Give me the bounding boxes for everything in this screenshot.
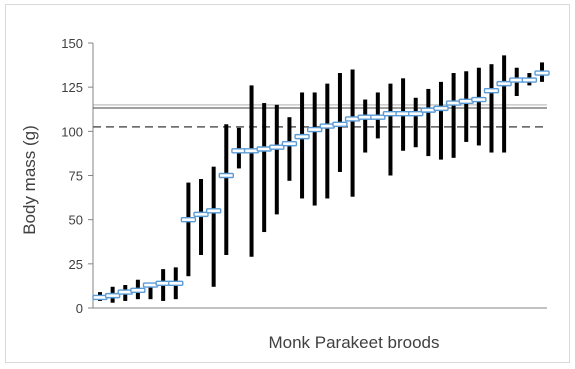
mean-marker: [306, 126, 323, 133]
y-tick-label: 125: [61, 80, 83, 95]
mean-marker: [332, 121, 348, 127]
chart: 0 25 50 75 100 125 150 Body mass (g) Monk Para…: [20, 36, 550, 352]
range-bar: [350, 69, 355, 197]
range-bar: [413, 97, 418, 148]
mean-marker: [445, 100, 462, 106]
mean-marker: [471, 96, 487, 103]
mean-marker: [420, 107, 437, 113]
range-bar: [312, 92, 317, 206]
mean-marker: [433, 105, 449, 112]
mean-marker: [496, 80, 512, 87]
range-bar: [274, 104, 279, 215]
mean-marker: [370, 114, 386, 120]
mean-marker: [281, 140, 298, 147]
mean-marker: [509, 77, 525, 83]
range-bar: [224, 124, 229, 256]
mean-marker: [231, 148, 247, 154]
range-bar: [300, 92, 305, 199]
range-bar: [249, 85, 254, 257]
y-tick-label: 100: [61, 124, 83, 139]
x-axis-label: Monk Parakeet broods: [268, 333, 439, 352]
mean-marker: [395, 110, 411, 117]
range-bar: [438, 81, 443, 160]
mean-marker: [256, 146, 272, 152]
mean-marker: [218, 172, 234, 179]
y-axis: 0 25 50 75 100 125 150: [61, 36, 547, 316]
range-bar: [262, 103, 267, 233]
mean-marker: [269, 144, 285, 150]
range-bar: [451, 73, 456, 158]
range-bar: [287, 117, 292, 181]
mean-marker: [130, 287, 146, 294]
mean-markers: [92, 70, 550, 301]
mean-marker: [205, 208, 222, 214]
mean-marker: [458, 98, 474, 105]
y-tick-label: 50: [69, 213, 83, 228]
y-tick-label: 150: [61, 36, 83, 51]
range-bar: [148, 283, 153, 300]
range-bar: [363, 99, 368, 153]
range-bar: [388, 83, 393, 176]
mean-marker: [92, 294, 108, 301]
range-bar: [325, 83, 330, 199]
mean-marker: [180, 216, 197, 223]
range-bar: [186, 182, 191, 277]
y-tick-label: 0: [76, 301, 83, 316]
mean-marker: [193, 211, 209, 218]
mean-marker: [357, 114, 373, 120]
mean-marker: [534, 70, 550, 76]
mean-marker: [344, 116, 361, 122]
range-bar: [489, 64, 494, 153]
mean-marker: [294, 133, 310, 140]
mean-marker: [243, 148, 260, 154]
chart-frame: 0 25 50 75 100 125 150 Body mass (g) Monk Para…: [5, 4, 570, 363]
y-tick-label: 75: [69, 169, 83, 184]
mean-marker: [483, 87, 500, 94]
range-bars: [98, 55, 544, 303]
y-tick-label: 25: [69, 257, 83, 272]
mean-marker: [168, 280, 184, 286]
range-bar: [426, 88, 431, 157]
mean-marker: [117, 289, 133, 295]
mean-marker: [521, 77, 538, 83]
mean-marker: [142, 282, 159, 288]
mean-marker: [319, 123, 336, 129]
range-bar: [476, 67, 481, 146]
range-bar: [464, 71, 469, 142]
range-bar: [502, 55, 507, 153]
mean-marker: [155, 280, 171, 286]
mean-marker: [104, 292, 121, 299]
range-bar: [211, 166, 216, 287]
mean-marker: [382, 110, 399, 117]
y-axis-label: Body mass (g): [20, 125, 39, 235]
mean-marker: [408, 110, 424, 117]
